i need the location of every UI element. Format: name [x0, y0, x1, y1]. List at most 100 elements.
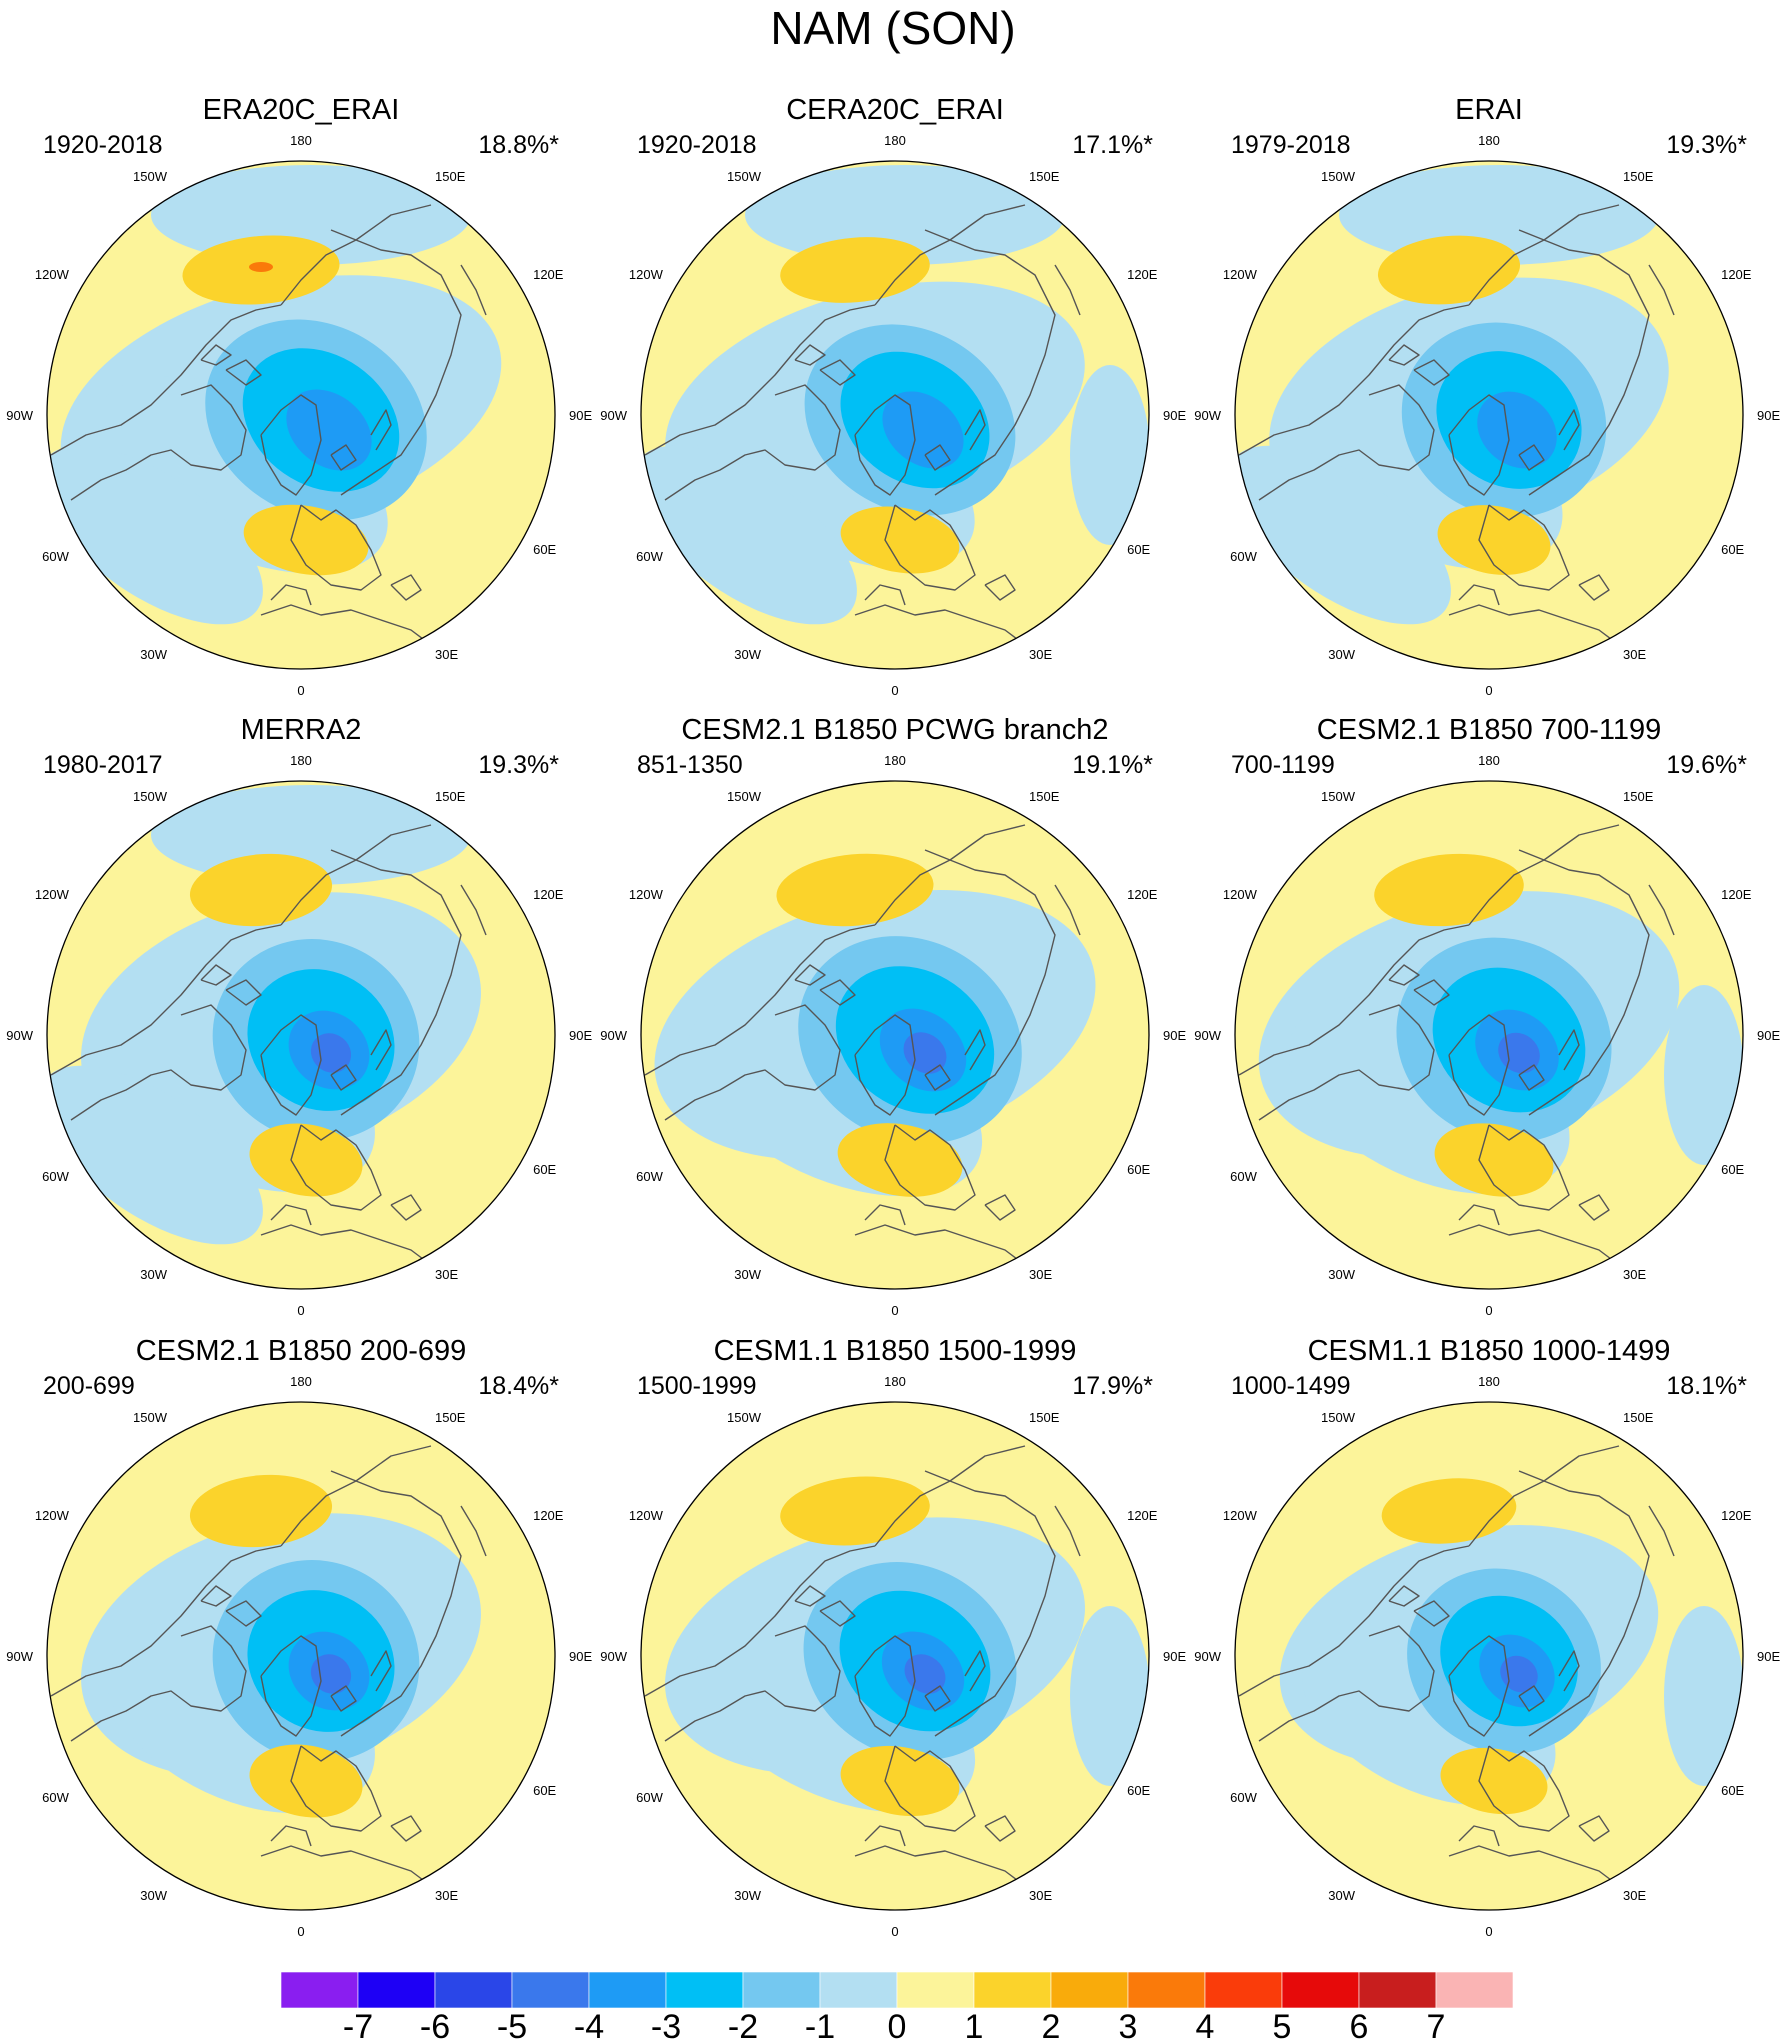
coastline-segment: [260, 394, 322, 496]
contour-neg1: [47, 1065, 263, 1245]
colorbar-tick-label: 5: [1273, 2008, 1292, 2042]
longitude-label: 30E: [1623, 1267, 1646, 1282]
coastline-segment: [1648, 884, 1675, 936]
longitude-label: 60W: [42, 1169, 69, 1184]
map-panel: CERA20C_ERAI 1920-2018 17.1%* 180 150E 120E 90…: [600, 94, 1186, 698]
panel-variance: 18.4%*: [478, 1372, 559, 1400]
longitude-label: 90W: [600, 408, 627, 423]
coastline-segment: [1054, 264, 1081, 316]
coastline-segment: [225, 979, 262, 1006]
coastline-segment: [1518, 1470, 1650, 1737]
contour-neg1: [1070, 365, 1149, 545]
longitude-label: 30E: [435, 1267, 458, 1282]
coastline-segment: [1448, 1845, 1620, 1887]
coastline-segment: [1558, 409, 1580, 451]
colorbar-swatch: [819, 1971, 898, 2009]
panel-title: CESM1.1 B1850 1500-1999: [714, 1335, 1077, 1367]
longitude-label: 30E: [435, 1888, 458, 1903]
longitude-label: 60E: [1721, 542, 1744, 557]
coastline-segment: [1648, 1505, 1675, 1557]
coastline-segment: [1458, 1204, 1500, 1226]
coastline-segment: [50, 924, 282, 1076]
contour-neg1: [641, 445, 857, 625]
coastline-segment: [1448, 394, 1510, 496]
panel-title: CERA20C_ERAI: [786, 94, 1004, 126]
coastlines: [644, 824, 1126, 1266]
longitude-label: 120E: [533, 887, 564, 902]
colorbar-swatch: [357, 1971, 436, 2009]
coastline-segment: [794, 1585, 826, 1607]
coastline-segment: [260, 1224, 432, 1266]
longitude-label: 30W: [734, 647, 761, 662]
contour-neg1: [745, 165, 1065, 265]
panel-variance: 19.3%*: [478, 751, 559, 779]
longitude-label: 30W: [734, 1888, 761, 1903]
coastline-segment: [864, 584, 906, 606]
longitude-label: 120W: [35, 1508, 70, 1523]
longitude-label: 120W: [629, 267, 664, 282]
polar-map: [47, 1402, 555, 1910]
longitude-label: 120E: [1721, 267, 1752, 282]
coastline-segment: [924, 849, 1056, 1116]
panel-period: 1920-2018: [637, 131, 757, 159]
coastline-segment: [1558, 1029, 1580, 1071]
colorbar-swatch: [973, 1971, 1052, 2009]
polar-map: [641, 781, 1149, 1289]
colorbar-swatch: [511, 1971, 590, 2009]
longitude-label: 120W: [35, 887, 70, 902]
longitude-label: 60W: [42, 549, 69, 564]
colorbar-tick-label: -4: [574, 2008, 604, 2042]
coastline-segment: [964, 1029, 986, 1071]
colorbar-tick-label: -5: [497, 2008, 527, 2042]
longitude-label: 150W: [133, 169, 168, 184]
coastline-segment: [644, 1545, 876, 1697]
map-panel: CESM2.1 B1850 PCWG branch2 851-1350 19.1%*…: [600, 714, 1186, 1318]
contour-pos1: [840, 1745, 960, 1817]
longitude-label: 90E: [569, 1028, 592, 1043]
longitude-label: 120E: [1127, 1508, 1158, 1523]
coastline-segment: [1478, 1745, 1570, 1832]
coastline-segment: [1258, 384, 1435, 501]
longitude-label: 150W: [133, 789, 168, 804]
panel-title: CESM1.1 B1850 1000-1499: [1308, 1335, 1671, 1367]
contour-pos1: [1377, 235, 1521, 305]
coastlines: [50, 204, 532, 646]
panel-variance: 17.9%*: [1072, 1372, 1153, 1400]
colorbar-tick-label: 3: [1119, 2008, 1138, 2042]
longitude-label: 90W: [600, 1028, 627, 1043]
longitude-label: 30W: [1328, 1267, 1355, 1282]
colorbar-swatch: [665, 1971, 744, 2009]
longitude-label: 60E: [1127, 1162, 1150, 1177]
longitude-label: 150W: [1321, 789, 1356, 804]
longitude-label: 30E: [1623, 1888, 1646, 1903]
panel-title: ERAI: [1455, 94, 1523, 126]
coastline-segment: [884, 504, 976, 591]
longitude-label: 60W: [636, 1169, 663, 1184]
longitude-label: 60E: [1127, 1783, 1150, 1798]
longitude-label: 0: [891, 1303, 898, 1318]
panel-variance: 18.1%*: [1666, 1372, 1747, 1400]
coastline-segment: [884, 1124, 976, 1211]
map-panel: CESM1.1 B1850 1000-1499 1000-1499 18.1%* 18…: [1194, 1335, 1780, 1939]
coastline-segment: [1413, 979, 1450, 1006]
longitude-label: 150E: [435, 789, 466, 804]
coastline-segment: [924, 1470, 1056, 1737]
panel-variance: 19.3%*: [1666, 131, 1747, 159]
coastline-segment: [370, 1650, 392, 1692]
coastline-segment: [1258, 1004, 1435, 1121]
coastline-segment: [225, 359, 262, 386]
colorbar-swatch: [280, 1971, 359, 2009]
longitude-label: 180: [1478, 1374, 1500, 1389]
coastline-segment: [50, 1545, 282, 1697]
colorbar-tick-label: 7: [1427, 2008, 1446, 2042]
longitude-label: 60W: [1230, 549, 1257, 564]
coastline-segment: [984, 1815, 1016, 1842]
coastline-segment: [1388, 344, 1420, 366]
coastline-segment: [874, 204, 1026, 306]
coastline-segment: [1578, 574, 1610, 601]
panel-title: CESM2.1 B1850 200-699: [136, 1335, 467, 1367]
coastline-segment: [1518, 229, 1650, 496]
panel-title: ERA20C_ERAI: [203, 94, 400, 126]
coastline-segment: [1448, 604, 1620, 646]
panel-period: 1500-1999: [637, 1372, 757, 1400]
